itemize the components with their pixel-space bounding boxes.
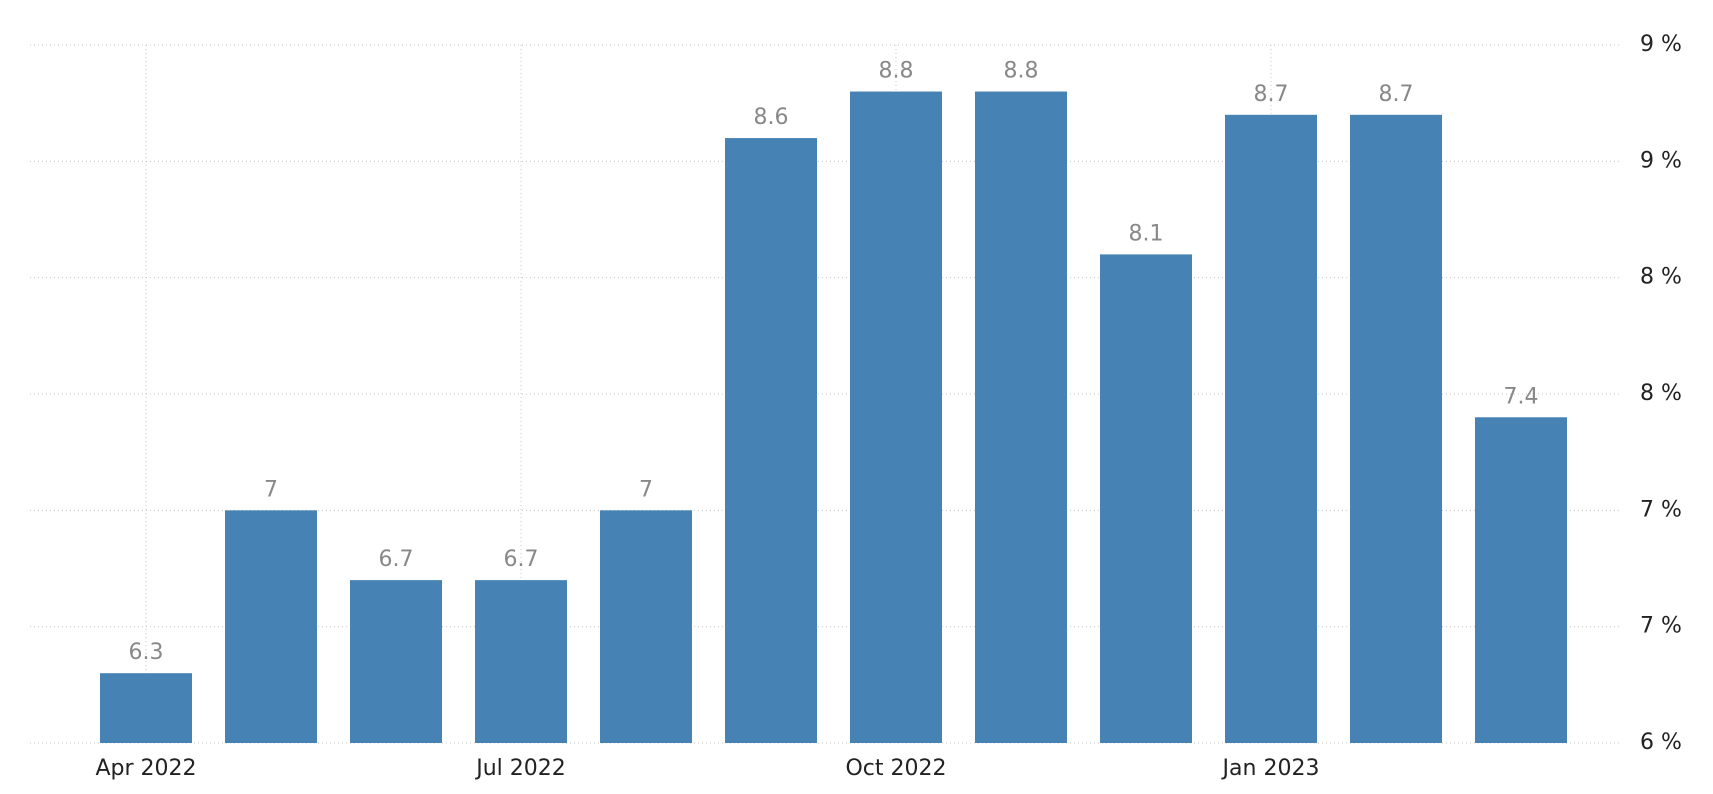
data-label: 6.7 xyxy=(504,547,539,572)
data-label-layer: 6.3 7 6.7 6.7 7 8.6 8.8 8.8 8.1 8.7 8.7 7.4 xyxy=(129,59,1539,666)
bar xyxy=(475,580,567,743)
y-tick-label: 7 % xyxy=(1640,497,1682,522)
bar xyxy=(100,673,192,743)
data-label: 8.7 xyxy=(1379,82,1414,107)
bar xyxy=(725,138,817,744)
data-label: 7 xyxy=(639,477,653,502)
data-label: 8.1 xyxy=(1129,221,1164,246)
y-tick-label: 8 % xyxy=(1640,265,1682,290)
y-tick-label: 6 % xyxy=(1640,730,1682,755)
data-label: 8.8 xyxy=(1004,59,1039,84)
data-label: 6.3 xyxy=(129,640,164,665)
y-tick-label: 7 % xyxy=(1640,614,1682,639)
bar xyxy=(1475,417,1567,743)
y-tick-label: 8 % xyxy=(1640,381,1682,406)
y-axis-tick-layer: 6 % 7 % 7 % 8 % 8 % 9 % 9 % xyxy=(1640,32,1682,755)
bar xyxy=(225,510,317,743)
bar xyxy=(350,580,442,743)
bar xyxy=(850,91,942,744)
data-label: 6.7 xyxy=(379,547,414,572)
data-label: 7.4 xyxy=(1504,384,1539,409)
data-label: 8.8 xyxy=(879,59,914,84)
bar xyxy=(1225,114,1317,744)
data-label: 7 xyxy=(264,477,278,502)
x-axis-tick-layer: Apr 2022 Jul 2022 Oct 2022 Jan 2023 xyxy=(95,756,1319,781)
x-tick-label: Apr 2022 xyxy=(95,756,196,781)
bar xyxy=(1100,254,1192,743)
y-tick-label: 9 % xyxy=(1640,148,1682,173)
x-tick-label: Jan 2023 xyxy=(1221,756,1320,781)
bar xyxy=(975,91,1067,744)
bar xyxy=(600,510,692,743)
y-tick-label: 9 % xyxy=(1640,32,1682,57)
bar xyxy=(1350,114,1442,744)
bar-layer xyxy=(100,91,1567,744)
data-label: 8.6 xyxy=(754,105,789,130)
x-tick-label: Oct 2022 xyxy=(845,756,946,781)
data-label: 8.7 xyxy=(1254,82,1289,107)
x-tick-label: Jul 2022 xyxy=(474,756,566,781)
